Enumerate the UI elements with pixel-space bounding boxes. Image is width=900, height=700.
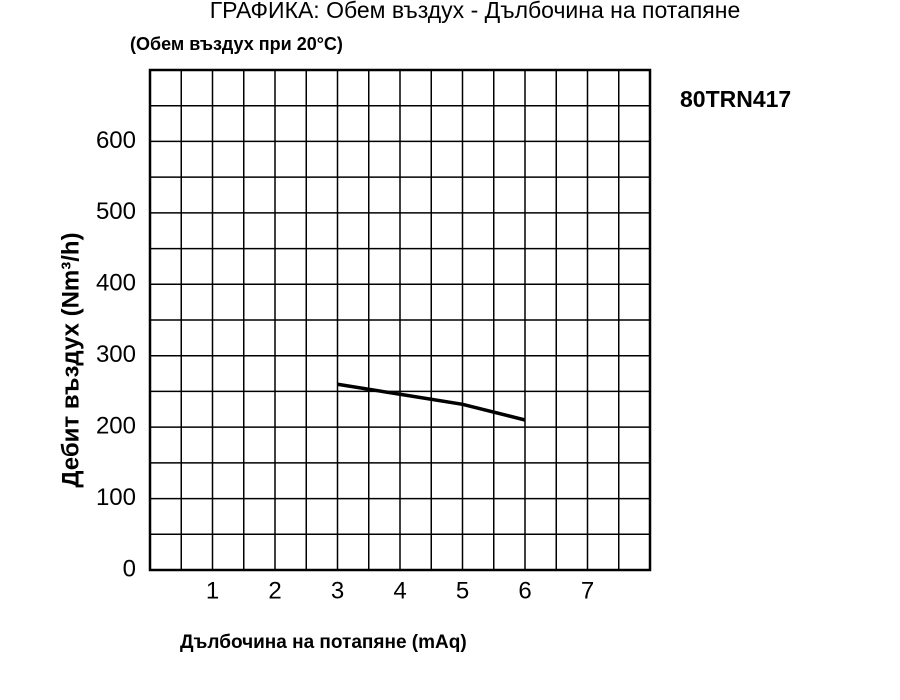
y-tick-label: 600 <box>96 127 136 154</box>
plot-frame <box>148 68 652 572</box>
chart-subtitle: (Обем въздух при 20°C) <box>130 34 343 54</box>
x-tick-label: 2 <box>268 577 281 604</box>
x-tick-label: 7 <box>581 577 594 604</box>
series-label: 80TRN417 <box>680 86 791 112</box>
y-tick-label: 200 <box>96 412 136 439</box>
x-tick-label: 6 <box>518 577 531 604</box>
x-tick-label: 4 <box>393 577 406 604</box>
chart-title: ГРАФИКА: Обем въздух - Дълбочина на пота… <box>210 0 741 23</box>
x-tick-label: 5 <box>456 577 469 604</box>
y-tick-label: 0 <box>123 555 136 582</box>
y-tick-label: 100 <box>96 484 136 511</box>
data-line <box>337 382 526 422</box>
y-axis-label: Дебит въздух (Nm³/h) <box>57 232 84 487</box>
y-tick-label: 400 <box>96 270 136 297</box>
x-tick-label: 3 <box>331 577 344 604</box>
x-axis-label: Дълбочина на потапяне (mAq) <box>180 632 467 653</box>
y-tick-label: 300 <box>96 341 136 368</box>
y-tick-label: 500 <box>96 198 136 225</box>
x-tick-label: 1 <box>206 577 219 604</box>
